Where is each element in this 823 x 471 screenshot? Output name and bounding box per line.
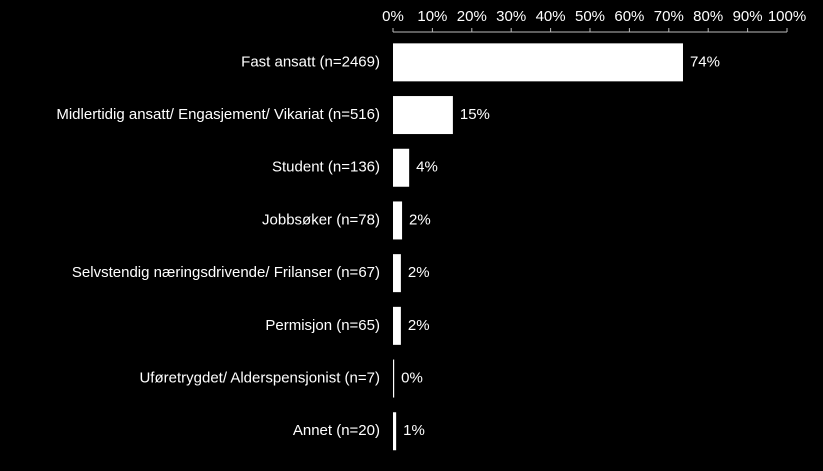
value-label: 2%	[408, 317, 430, 334]
bar	[393, 254, 401, 293]
bar	[393, 201, 403, 240]
bar	[393, 412, 397, 451]
x-tick-label: 80%	[693, 8, 723, 25]
bar	[393, 306, 401, 345]
x-tick-label: 70%	[654, 8, 684, 25]
x-tick-label: 10%	[417, 8, 447, 25]
x-tick-label: 50%	[575, 8, 605, 25]
category-label: Uføretrygdet/ Alderspensjonist (n=7)	[139, 370, 380, 387]
value-label: 1%	[403, 422, 425, 439]
bar	[393, 96, 453, 135]
bar	[393, 43, 683, 82]
category-label: Selvstendig næringsdrivende/ Frilanser (…	[72, 264, 380, 281]
x-tick-label: 0%	[382, 8, 404, 25]
value-label: 4%	[416, 159, 438, 176]
value-label: 0%	[401, 370, 423, 387]
x-tick-label: 100%	[768, 8, 806, 25]
x-tick-label: 40%	[536, 8, 566, 25]
category-label: Annet (n=20)	[293, 422, 380, 439]
bar	[393, 359, 395, 398]
category-label: Student (n=136)	[272, 159, 380, 176]
value-label: 74%	[690, 53, 720, 70]
category-label: Jobbsøker (n=78)	[262, 211, 380, 228]
x-tick-label: 90%	[733, 8, 763, 25]
bar	[393, 148, 410, 187]
category-label: Fast ansatt (n=2469)	[241, 53, 380, 70]
value-label: 15%	[460, 106, 490, 123]
category-label: Midlertidig ansatt/ Engasjement/ Vikaria…	[56, 106, 380, 123]
category-label: Permisjon (n=65)	[265, 317, 380, 334]
x-tick-label: 30%	[496, 8, 526, 25]
x-tick-label: 20%	[457, 8, 487, 25]
value-label: 2%	[408, 264, 430, 281]
x-tick-label: 60%	[614, 8, 644, 25]
value-label: 2%	[409, 211, 431, 228]
